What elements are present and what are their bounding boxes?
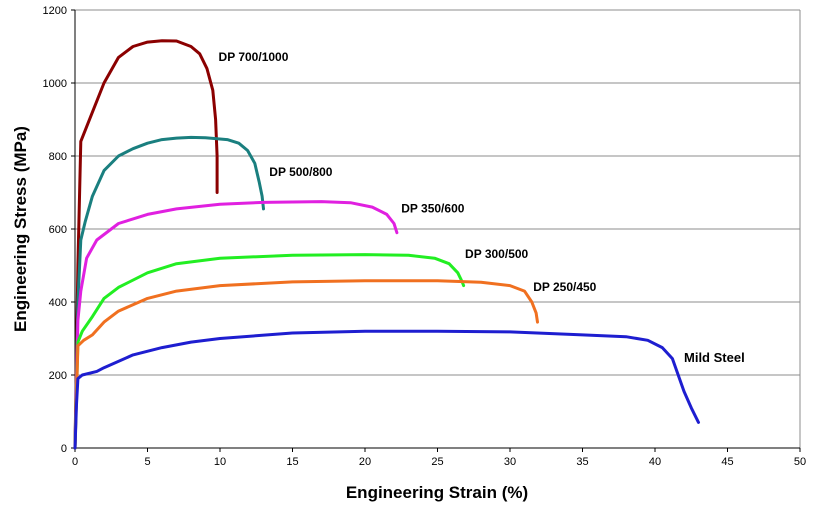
series-annotations: DP 700/1000 DP 500/800 DP 350/600 DP 300/50… <box>219 50 745 365</box>
label-dp-350-600: DP 350/600 <box>401 202 464 216</box>
label-dp-500-800: DP 500/800 <box>269 165 332 179</box>
series-line-dp-350-600 <box>73 200 399 450</box>
label-mild-steel: Mild Steel <box>684 350 745 365</box>
series-group <box>73 39 700 450</box>
x-tick-label: 5 <box>144 456 150 468</box>
x-tick-label: 45 <box>721 456 733 468</box>
x-tick-label: 15 <box>286 456 298 468</box>
label-dp-700-1000: DP 700/1000 <box>219 50 289 64</box>
grid-lines <box>75 9 801 448</box>
y-tick-label: 0 <box>61 443 67 455</box>
series-line-dp-300-500 <box>73 253 466 450</box>
x-tick-label: 30 <box>504 456 516 468</box>
x-tick-label: 10 <box>214 456 226 468</box>
series-line-dp-500-800 <box>73 135 265 450</box>
label-dp-300-500: DP 300/500 <box>465 247 528 261</box>
y-axis-title: Engineering Stress (MPa) <box>11 126 30 332</box>
axes <box>71 9 801 452</box>
x-tick-label: 40 <box>649 456 661 468</box>
series-line-dp-250-450 <box>73 279 539 450</box>
series-line-mild-steel <box>73 329 700 450</box>
label-dp-250-450: DP 250/450 <box>533 280 596 294</box>
x-tick-label: 25 <box>431 456 443 468</box>
x-tick-label: 20 <box>359 456 371 468</box>
x-tick-label: 0 <box>72 456 78 468</box>
x-axis-title: Engineering Strain (%) <box>346 483 528 502</box>
y-tick-label: 200 <box>49 370 67 382</box>
y-tick-label: 600 <box>49 224 67 236</box>
x-tick-labels: 0 5 10 15 20 25 30 35 40 45 50 <box>72 456 806 468</box>
series-line-dp-700-1000 <box>73 39 219 450</box>
x-tick-label: 50 <box>794 456 806 468</box>
x-tick-label: 35 <box>576 456 588 468</box>
y-tick-labels: 0 200 400 600 800 1000 1200 <box>43 5 67 455</box>
y-tick-label: 1000 <box>43 78 67 90</box>
y-tick-label: 800 <box>49 151 67 163</box>
y-tick-label: 1200 <box>43 5 67 17</box>
y-tick-label: 400 <box>49 297 67 309</box>
